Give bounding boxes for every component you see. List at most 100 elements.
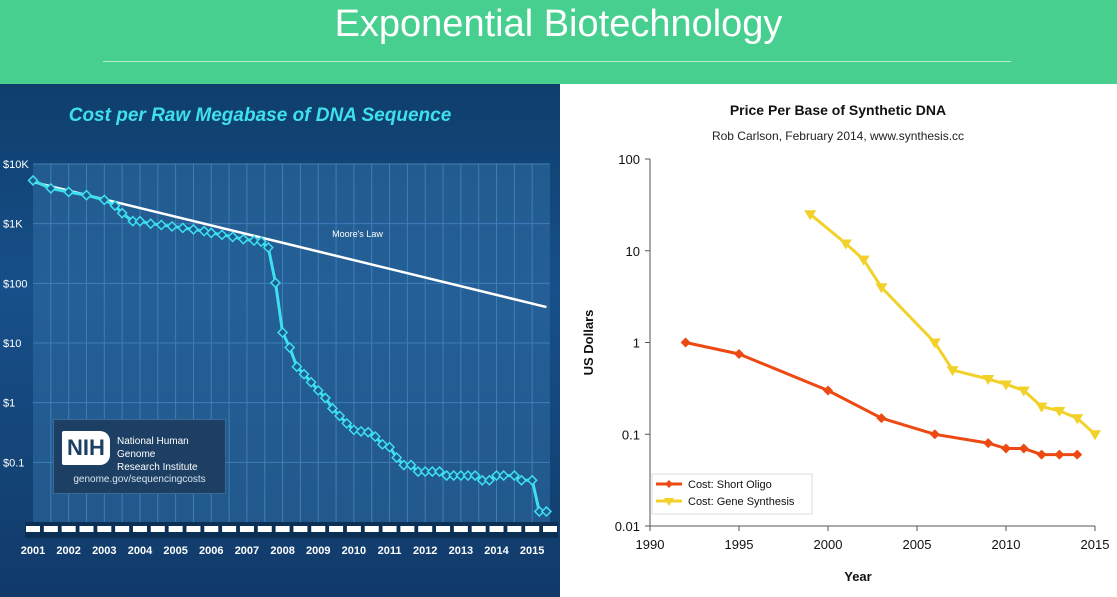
gene-synthesis-point <box>1017 386 1030 397</box>
sequencing-cost-point <box>441 470 453 482</box>
nih-institute-line1: National Human Genome <box>117 436 189 460</box>
x-tick-label: 2008 <box>270 545 294 557</box>
sequencing-cost-point <box>515 474 528 486</box>
sequencing-cost-point <box>312 384 324 397</box>
x-axis-tick-mark <box>364 526 379 532</box>
x-axis-tick-mark <box>453 526 468 532</box>
sequencing-cost-point <box>376 438 388 450</box>
x-tick-label: 2014 <box>484 545 509 557</box>
x-axis-tick-mark <box>418 526 433 532</box>
x-tick-label: 2009 <box>306 545 330 557</box>
sequencing-cost-point <box>269 277 282 289</box>
sequencing-cost-point <box>116 207 128 219</box>
sequencing-cost-point <box>341 417 353 429</box>
sequencing-cost-point <box>127 215 139 227</box>
nih-logo: NIH <box>62 431 110 465</box>
short-oligo-point <box>823 385 833 396</box>
sequencing-cost-point <box>476 474 488 486</box>
y-tick-label: $10K <box>3 159 29 171</box>
x-tick-label: 1995 <box>725 537 754 552</box>
x-axis-tick-mark <box>239 526 254 532</box>
short-oligo-point <box>1072 449 1083 460</box>
moores-law-label: Moore's Law <box>332 229 383 239</box>
x-tick-label: 2000 <box>814 537 843 552</box>
short-oligo-point <box>983 438 994 449</box>
x-axis-tick-mark <box>489 526 504 532</box>
synthetic-chart-subtitle: Rob Carlson, February 2014, www.synthesi… <box>712 129 964 143</box>
x-tick-label: 2001 <box>21 545 45 557</box>
x-axis-tick-mark <box>329 526 344 532</box>
y-tick-label: 0.1 <box>622 427 640 442</box>
x-axis-tick-mark <box>222 526 237 532</box>
x-axis-tick-mark <box>26 526 40 532</box>
short-oligo-point <box>1001 443 1011 454</box>
gene-synthesis-point <box>1000 380 1012 391</box>
sequencing-cost-point <box>305 376 317 388</box>
sequencing-cost-point <box>405 459 417 471</box>
banner-title: Exponential Biotechnology <box>334 3 783 45</box>
x-tick-label: 2015 <box>520 545 544 557</box>
sequencing-cost-point <box>216 229 228 241</box>
gene-synthesis-point <box>982 375 995 386</box>
x-axis-tick-mark <box>79 526 94 532</box>
x-axis-tick-mark <box>293 526 308 532</box>
gene-synthesis-point <box>857 255 870 266</box>
sequencing-cost-point <box>326 402 339 415</box>
x-tick-label: 2002 <box>56 545 80 557</box>
x-axis-tick-mark <box>186 526 201 532</box>
x-axis-tick-mark <box>400 526 415 532</box>
short-oligo-point <box>876 413 887 424</box>
sequencing-cost-point <box>398 459 410 471</box>
x-axis-tick-mark <box>150 526 165 532</box>
sequencing-cost-point <box>419 466 431 478</box>
legend-swatch-marker <box>665 480 673 488</box>
x-axis-tick-mark <box>204 526 219 532</box>
sequencing-cost-point <box>469 470 481 482</box>
sequencing-cost-point <box>498 470 510 482</box>
short-oligo-point <box>680 337 691 348</box>
x-tick-label: 2005 <box>163 545 187 557</box>
y-tick-label: 1 <box>633 336 640 351</box>
header-banner: Exponential Biotechnology <box>0 0 1117 84</box>
sequencing-cost-point <box>448 470 460 482</box>
sequencing-cost-point <box>98 194 110 206</box>
y-tick-label: $10 <box>3 338 21 350</box>
moores-law-line <box>32 180 547 309</box>
x-axis-tick-mark <box>275 526 290 532</box>
gene-synthesis-point <box>804 210 817 221</box>
sequencing-cost-panel: Cost per Raw Megabase of DNA Sequence $0… <box>0 84 560 597</box>
sequencing-cost-point <box>134 215 146 227</box>
y-tick-label: 0.01 <box>615 519 640 534</box>
sequencing-cost-point <box>237 233 249 245</box>
short-oligo-point <box>1054 449 1065 460</box>
sequencing-cost-point <box>490 470 503 482</box>
x-axis-tick-mark <box>115 526 130 532</box>
sequencing-cost-point <box>298 368 310 380</box>
sequencing-cost-point <box>248 235 260 247</box>
y-tick-label: $1 <box>3 398 15 410</box>
y-axis-label: US Dollars <box>581 310 596 376</box>
y-tick-label: $1K <box>3 219 23 231</box>
x-axis-tick-mark <box>132 526 147 532</box>
sequencing-cost-point <box>145 218 157 230</box>
x-axis-label: Year <box>844 569 871 584</box>
short-oligo-point <box>1036 449 1047 460</box>
sequencing-cost-point <box>369 431 381 443</box>
y-tick-label: 100 <box>618 152 640 167</box>
sequencing-cost-point <box>383 441 396 453</box>
sequencing-cost-point <box>362 426 374 438</box>
sequencing-cost-point <box>462 470 474 482</box>
sequencing-cost-point <box>455 470 467 482</box>
y-tick-label: $100 <box>3 278 27 290</box>
x-tick-label: 2006 <box>199 545 223 557</box>
sequencing-cost-point <box>45 182 57 194</box>
legend-swatch-marker <box>664 498 674 506</box>
nih-institute-line2: Research Institute <box>117 462 198 473</box>
gene-synthesis-point <box>1089 430 1101 441</box>
nih-logo-box: NIH National Human Genome Research Insti… <box>53 419 226 494</box>
x-tick-label: 2010 <box>342 545 366 557</box>
x-axis-tick-mark <box>257 526 272 532</box>
sequencing-cost-chart: $0.1 $1 $10 $100 $1K $10K 2001 2002 2003 2004 2005… <box>3 159 558 557</box>
gene-synthesis-point <box>839 239 852 250</box>
nih-url: genome.gov/sequencingcosts <box>73 474 206 485</box>
